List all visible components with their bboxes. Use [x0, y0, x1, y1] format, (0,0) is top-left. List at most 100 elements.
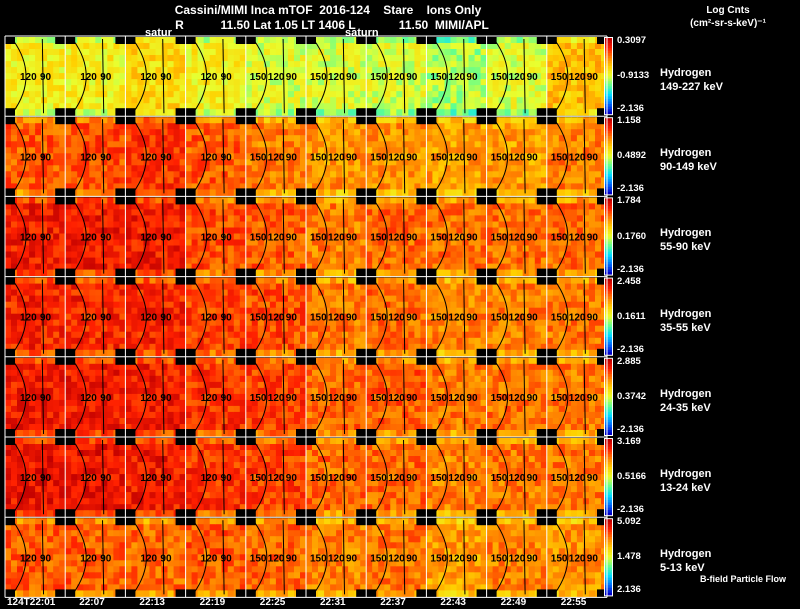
heatmap-cell	[324, 97, 331, 104]
heatmap-cell	[564, 97, 572, 104]
heatmap-cell	[101, 135, 108, 142]
heatmap-cell	[372, 221, 379, 229]
frame-corner-mask	[486, 108, 497, 117]
heatmap-cell	[522, 159, 530, 166]
heatmap-cell	[306, 141, 313, 148]
heatmap-cell	[456, 245, 464, 253]
heatmap-cell	[336, 91, 343, 98]
heatmap-cell	[269, 343, 277, 351]
colorbar-segment	[605, 111, 612, 115]
heatmap-cell	[191, 135, 199, 142]
heatmap-cell	[95, 209, 102, 216]
heatmap-cell	[5, 79, 12, 86]
heatmap-cell	[53, 233, 60, 241]
heatmap-cell	[209, 209, 217, 216]
heatmap-cell	[444, 165, 452, 172]
heatmap-cell	[203, 277, 211, 285]
heatmap-cell	[330, 257, 337, 265]
heatmap-cell	[233, 85, 241, 92]
heatmap-cell	[576, 251, 584, 259]
heatmap-cell	[65, 97, 72, 104]
heatmap-cell	[462, 67, 470, 74]
heatmap-cell	[251, 43, 259, 50]
heatmap-cell	[510, 97, 518, 104]
heatmap-cell	[191, 97, 199, 104]
heatmap-cell	[257, 221, 265, 229]
heatmap-cell	[167, 171, 175, 178]
heatmap-cell	[294, 91, 301, 98]
heatmap-cell	[143, 117, 151, 124]
heatmap-cell	[41, 165, 48, 172]
heatmap-cell	[287, 289, 295, 297]
heatmap-cell	[372, 183, 379, 190]
heatmap-cell	[384, 123, 391, 130]
heatmap-cell	[450, 91, 458, 98]
heatmap-cell	[498, 153, 506, 160]
heatmap-cell	[17, 171, 24, 178]
heatmap-cell	[29, 325, 36, 333]
heatmap-cell	[275, 215, 283, 222]
heatmap-cell	[107, 283, 114, 291]
heatmap-cell	[450, 141, 458, 148]
heatmap-cell	[480, 61, 488, 68]
heatmap-cell	[540, 147, 548, 154]
heatmap-cell	[215, 331, 223, 339]
colorbar-segment	[605, 104, 612, 107]
heatmap-cell	[408, 103, 415, 110]
heatmap-cell	[191, 245, 199, 253]
heatmap-cell	[155, 337, 163, 345]
heatmap-cell	[167, 183, 175, 190]
heatmap-cell	[101, 331, 108, 339]
heatmap-cell	[191, 85, 199, 92]
heatmap-cell	[456, 171, 464, 178]
heatmap-cell	[191, 313, 199, 321]
heatmap-cell	[281, 257, 289, 265]
heatmap-cell	[5, 49, 12, 56]
heatmap-cell	[155, 289, 163, 297]
heatmap-cell	[540, 183, 548, 190]
heatmap-cell	[5, 331, 12, 339]
heatmap-cell	[528, 67, 536, 74]
heatmap-cell	[215, 153, 223, 160]
heatmap-cell	[173, 183, 181, 190]
heatmap-cell	[35, 55, 42, 62]
heatmap-cell	[312, 251, 319, 259]
heatmap-cell	[245, 129, 253, 136]
heatmap-cell	[35, 123, 42, 130]
heatmap-cell	[348, 49, 355, 56]
contour-label: 120	[509, 152, 526, 163]
heatmap-cell	[378, 197, 385, 204]
heatmap-cell	[275, 263, 283, 271]
heatmap-cell	[185, 159, 193, 166]
heatmap-cell	[41, 251, 48, 259]
heatmap-cell	[167, 61, 175, 68]
heatmap-cell	[480, 141, 488, 148]
heatmap-cell	[29, 263, 36, 271]
heatmap-cell	[149, 277, 157, 285]
heatmap-cell	[540, 159, 548, 166]
heatmap-cell	[221, 177, 229, 184]
heatmap-cell	[444, 49, 452, 56]
heatmap-cell	[426, 43, 433, 50]
heatmap-cell	[125, 79, 132, 86]
heatmap-cell	[330, 43, 337, 50]
contour-label: 90	[406, 152, 418, 163]
heatmap-cell	[342, 263, 349, 271]
heatmap-cell	[65, 295, 72, 303]
heatmap-cell	[239, 43, 247, 50]
heatmap-cell	[167, 251, 175, 259]
heatmap-cell	[516, 257, 524, 265]
heatmap-cell	[504, 43, 512, 50]
heatmap-cell	[534, 251, 542, 259]
heatmap-cell	[137, 43, 144, 50]
heatmap-cell	[275, 103, 283, 110]
heatmap-cell	[552, 147, 560, 154]
heatmap-cell	[179, 67, 187, 74]
heatmap-cell	[65, 123, 72, 130]
heatmap-cell	[209, 343, 217, 351]
heatmap-cell	[438, 117, 445, 124]
heatmap-cell	[595, 85, 602, 92]
heatmap-cell	[155, 97, 163, 104]
heatmap-cell	[462, 109, 470, 116]
heatmap-cell	[516, 177, 524, 184]
